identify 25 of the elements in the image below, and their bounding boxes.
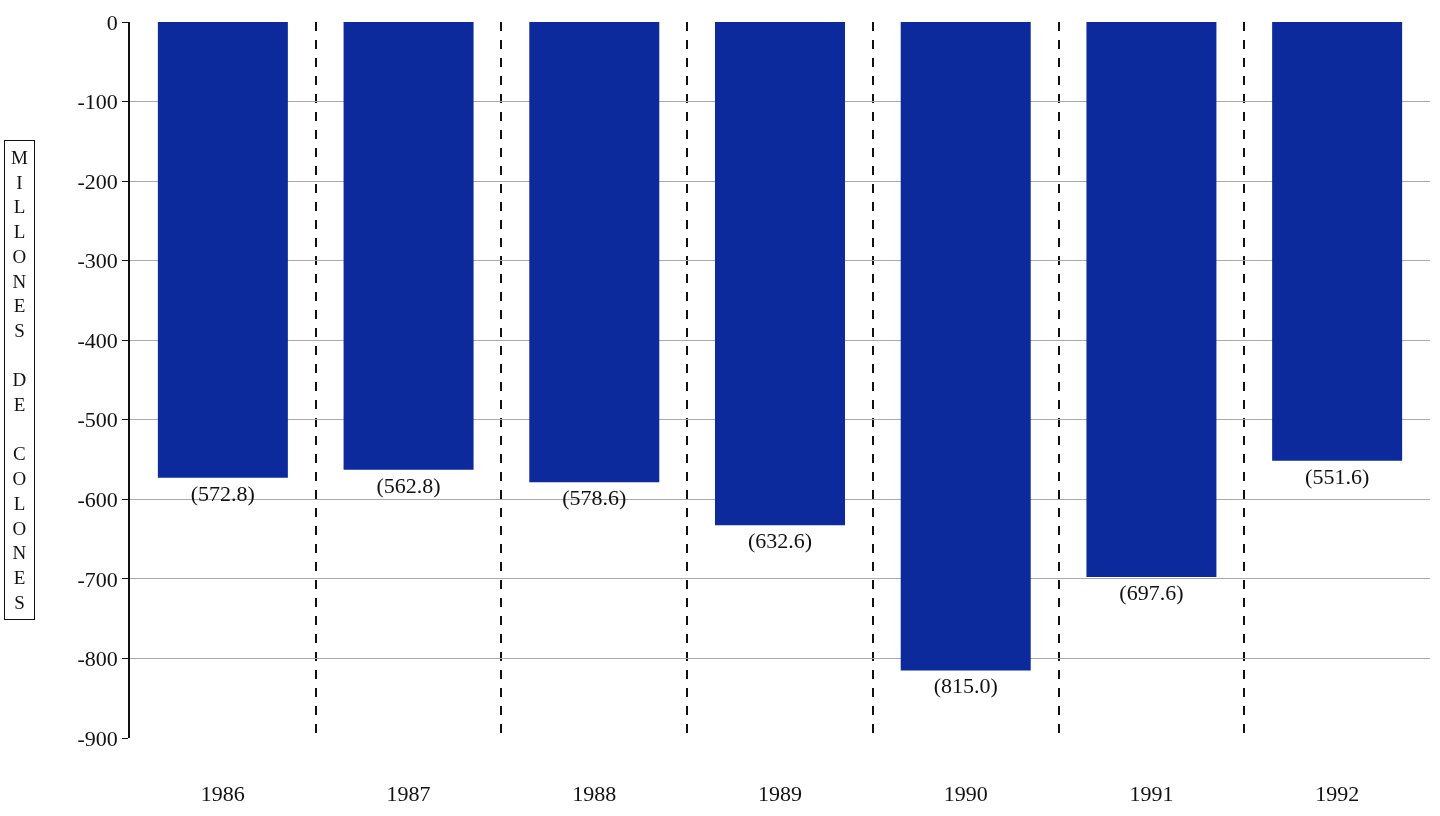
data-label: (815.0) xyxy=(933,673,998,699)
x-tick-label: 1991 xyxy=(1129,781,1174,806)
y-tick-label: -100 xyxy=(77,89,118,115)
y-tick-label: -600 xyxy=(77,487,118,513)
y-tick-label: 0 xyxy=(106,9,118,35)
x-tick-label: 1992 xyxy=(1315,781,1360,806)
y-tick-label: -200 xyxy=(77,168,118,194)
y-tick-label: -700 xyxy=(77,566,118,592)
data-label: (562.8) xyxy=(376,472,441,498)
y-tick-label: -900 xyxy=(77,725,118,751)
x-tick-label: 1990 xyxy=(943,781,988,806)
data-label: (632.6) xyxy=(747,528,813,554)
text: MILLONES DE COLONES xyxy=(11,147,28,613)
x-tick-label: 1988 xyxy=(572,781,617,806)
y-tick-label: -400 xyxy=(77,327,118,353)
y-tick-label: -300 xyxy=(77,248,118,274)
data-label: (572.8) xyxy=(190,480,255,506)
data-label: (551.6) xyxy=(1305,463,1370,489)
y-tick-label: -800 xyxy=(77,646,118,672)
data-label: (578.6) xyxy=(562,485,627,511)
x-tick-label: 1989 xyxy=(758,781,802,806)
x-tick-label: 1987 xyxy=(386,781,431,806)
data-label: (697.6) xyxy=(1119,579,1184,605)
y-tick-label: -500 xyxy=(77,407,118,433)
x-tick-label: 1986 xyxy=(200,781,245,806)
